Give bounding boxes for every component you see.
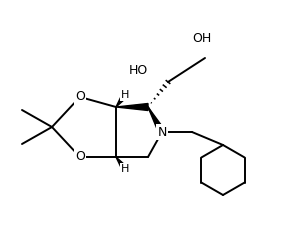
Polygon shape: [116, 103, 148, 110]
Text: OH: OH: [192, 32, 212, 44]
Text: O: O: [75, 150, 85, 164]
Text: HO: HO: [128, 63, 148, 77]
Polygon shape: [116, 93, 127, 107]
Polygon shape: [116, 157, 127, 171]
Text: N: N: [157, 125, 167, 139]
Text: O: O: [75, 91, 85, 103]
Text: H: H: [121, 90, 129, 100]
Text: H: H: [121, 164, 129, 174]
Polygon shape: [148, 107, 165, 134]
